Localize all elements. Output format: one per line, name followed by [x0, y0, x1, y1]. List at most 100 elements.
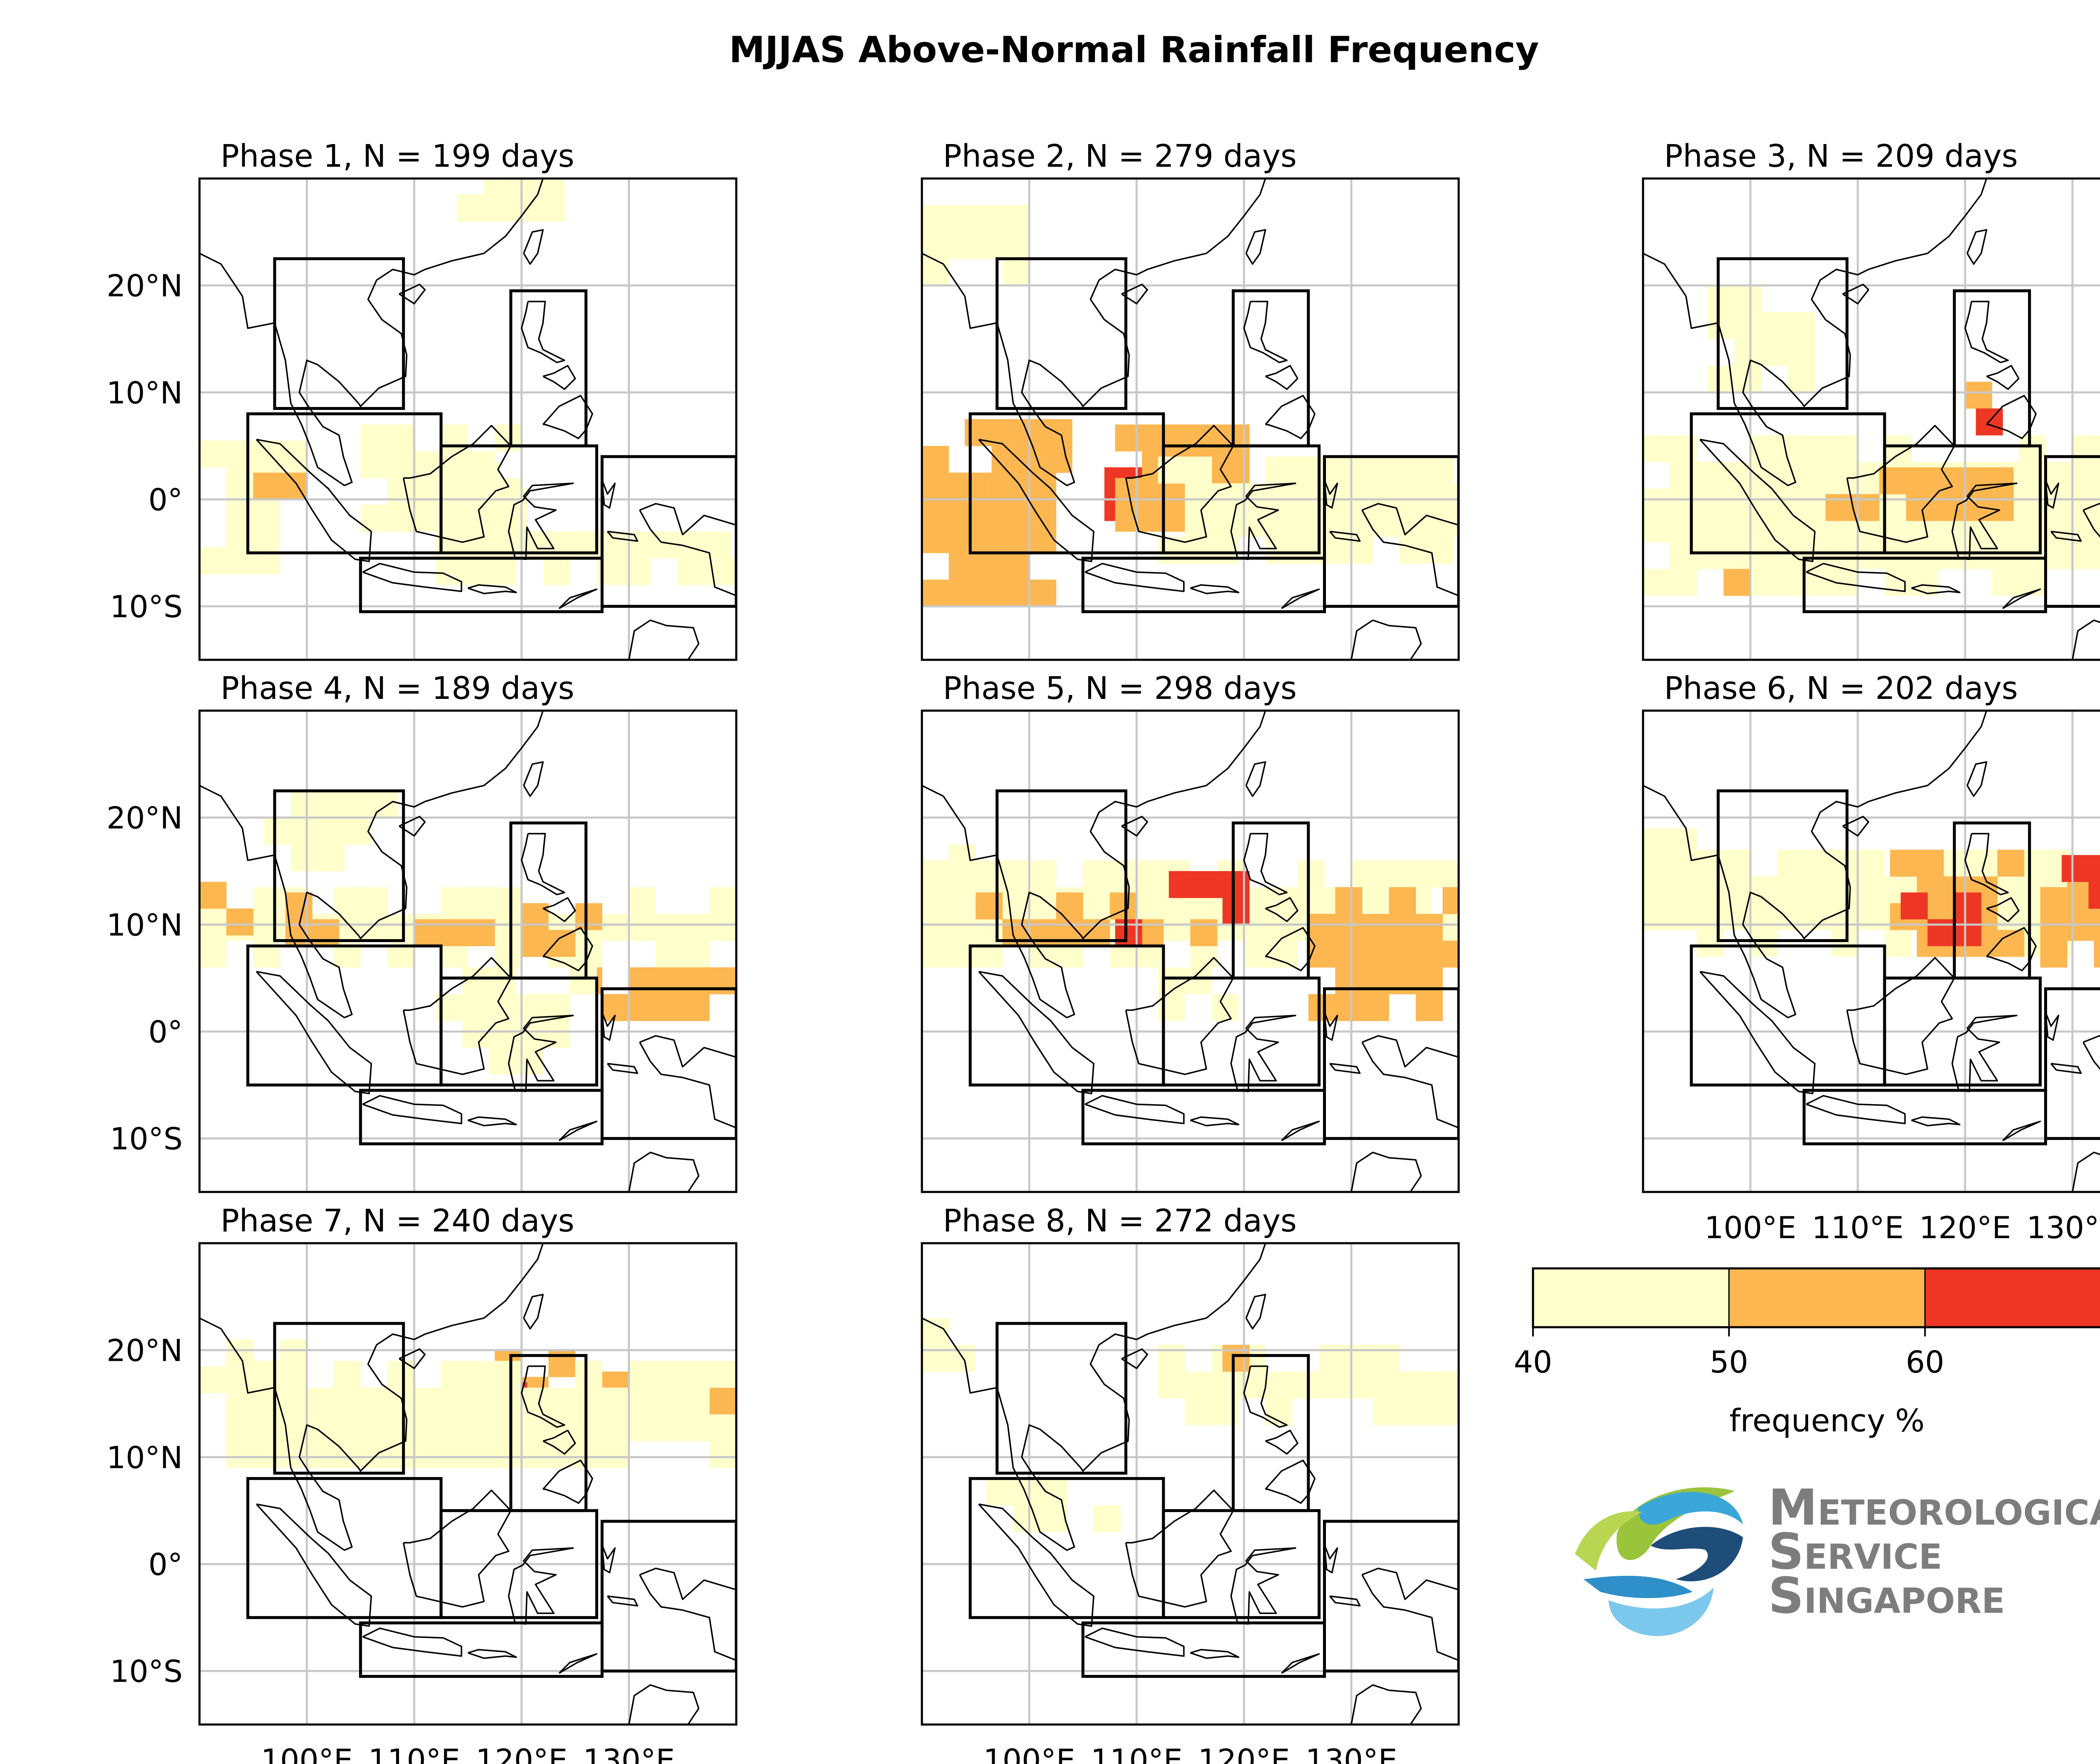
coastlines: [1643, 178, 2100, 660]
region-boxes: [246, 1322, 736, 1678]
shading-level-2: [521, 903, 602, 957]
region-boxes: [969, 257, 1459, 613]
lon-tick-label: 110°E: [1091, 1743, 1183, 1764]
lon-tick-label: 130°E: [2026, 1210, 2100, 1245]
lon-tick-label: 130°E: [1305, 1743, 1397, 1764]
map-area: [1643, 178, 2100, 660]
lon-tick-label: 130°E: [583, 1743, 675, 1764]
colorbar-bin: [1532, 1268, 1730, 1328]
lat-tick-label: 10°S: [110, 1121, 183, 1157]
panel-phase-5: Phase 5, N = 298 days: [921, 670, 1460, 1193]
shading-level-1: [922, 844, 976, 925]
lat-tick-label: 0°: [148, 482, 183, 517]
panel-frame: [921, 709, 1460, 1193]
coastlines: [1643, 711, 2100, 1192]
region-boxes: [969, 789, 1459, 1145]
lat-tick-label: 10°S: [110, 589, 183, 625]
panel-frame: [1642, 709, 2100, 1193]
lat-tick-label: 0°: [148, 1014, 183, 1050]
panel-frame: [921, 177, 1460, 661]
colorbar-ticks: 40506070: [1514, 1327, 1945, 1380]
map-area: [922, 1243, 1459, 1725]
panel-title: Phase 4, N = 189 days: [220, 670, 574, 706]
panel-title: Phase 6, N = 202 days: [1664, 670, 2018, 706]
lat-tick-label: 10°S: [110, 1654, 183, 1689]
shading-level-3: [2061, 855, 2100, 909]
region-boxes: [246, 257, 736, 613]
lat-tick-label: 10°N: [107, 907, 183, 942]
shading-level-3: [1115, 919, 1142, 946]
colorbar: 40506070 frequency %: [1514, 1267, 2100, 1439]
logo-emblem: [1575, 1487, 1743, 1636]
panel-phase-1: Phase 1, N = 199 days 20°N 10°N 0° 10°S: [107, 138, 738, 661]
panel-title: Phase 3, N = 209 days: [1664, 138, 2018, 174]
panels: Phase 1, N = 199 days20°N10°N0°10°SPhase…: [107, 138, 2100, 1764]
colorbar-bins: [1532, 1268, 2100, 1328]
logo-line-2: SERVICE: [1768, 1522, 1942, 1580]
shading-level-2: [1723, 569, 1751, 596]
map-area: [1643, 711, 2100, 1192]
lon-tick-label: 100°E: [1704, 1210, 1796, 1245]
panel-phase-2: Phase 2, N = 279 days: [921, 138, 1460, 661]
coastlines: [200, 711, 736, 1192]
panel-title: Phase 5, N = 298 days: [943, 670, 1297, 706]
lon-tick-label: 110°E: [1812, 1210, 1904, 1245]
map-area: [200, 711, 736, 1192]
lat-tick-label: 10°N: [107, 375, 183, 410]
lat-tick-label: 20°N: [107, 1333, 183, 1368]
map-area: [922, 178, 1459, 660]
lon-tick-label: 100°E: [983, 1743, 1075, 1764]
shading-level-2: [200, 882, 254, 936]
shading-level-2: [1965, 381, 1992, 409]
shading-level-1: [1643, 435, 2100, 596]
lon-tick-labels-panel-6: 100°E 110°E 120°E 130°E: [1704, 1210, 2100, 1245]
shading-level-1: [1707, 285, 1815, 393]
panel-frame: [921, 1242, 1460, 1726]
map-area: [922, 711, 1459, 1192]
lon-tick-label: 120°E: [1198, 1743, 1290, 1764]
shading-level-1: [264, 791, 399, 872]
figure-title: MJJAS Above-Normal Rainfall Frequency: [729, 29, 1539, 71]
lon-tick-label: 100°E: [261, 1743, 353, 1764]
gridlines: [922, 711, 1459, 1192]
panel-phase-4: Phase 4, N = 189 days 20°N 10°N 0° 10°S: [107, 670, 738, 1193]
panel-frame: [198, 709, 738, 1193]
shading-level-1: [1643, 828, 1697, 882]
map-area: [200, 178, 736, 660]
logo-line-1: METEOROLOGICAL: [1768, 1478, 2100, 1536]
panel-phase-8: Phase 8, N = 272 days 100°E 110°E 120°E 130°…: [921, 1203, 1460, 1764]
region-boxes: [1690, 257, 2100, 613]
lat-tick-label: 20°N: [107, 268, 183, 304]
region-boxes: [1690, 789, 2100, 1145]
lon-tick-label: 120°E: [475, 1743, 567, 1764]
panel-title: Phase 8, N = 272 days: [943, 1203, 1297, 1239]
panel-phase-6: Phase 6, N = 202 days: [1642, 670, 2100, 1193]
colorbar-bin: [1728, 1268, 1926, 1328]
colorbar-frame: [1532, 1267, 2100, 1328]
shading-level-2: [1222, 1344, 1250, 1372]
colorbar-bin: [1924, 1268, 2100, 1328]
panel-title: Phase 2, N = 279 days: [943, 138, 1297, 174]
shading-level-1: [1158, 457, 1459, 564]
lat-tick-label: 0°: [148, 1547, 183, 1582]
lat-tick-label: 20°N: [107, 801, 183, 836]
colorbar-tick-label: 60: [1906, 1344, 1945, 1380]
panel-frame: [198, 177, 738, 661]
lon-tick-label: 110°E: [368, 1743, 460, 1764]
mss-logo: METEOROLOGICAL SERVICE SINGAPORE: [1575, 1478, 2100, 1636]
logo-line-3: SINGAPORE: [1768, 1567, 2005, 1625]
panel-phase-7: Phase 7, N = 240 days 20°N 10°N 0° 10°S 100°E…: [107, 1203, 738, 1764]
shading-level-1: [436, 967, 597, 1075]
lon-tick-label: 120°E: [1919, 1210, 2011, 1245]
panel-frame: [1642, 177, 2100, 661]
colorbar-tick-label: 50: [1710, 1344, 1748, 1380]
shading-level-1: [457, 178, 565, 222]
panel-title: Phase 1, N = 199 days: [220, 138, 574, 174]
colorbar-label: frequency %: [1730, 1403, 1925, 1439]
coastlines: [922, 178, 1459, 660]
shading-level-1: [922, 205, 1030, 286]
lat-tick-label: 10°N: [107, 1440, 183, 1475]
panel-title: Phase 7, N = 240 days: [220, 1203, 574, 1239]
panel-phase-3: Phase 3, N = 209 days: [1642, 138, 2100, 661]
